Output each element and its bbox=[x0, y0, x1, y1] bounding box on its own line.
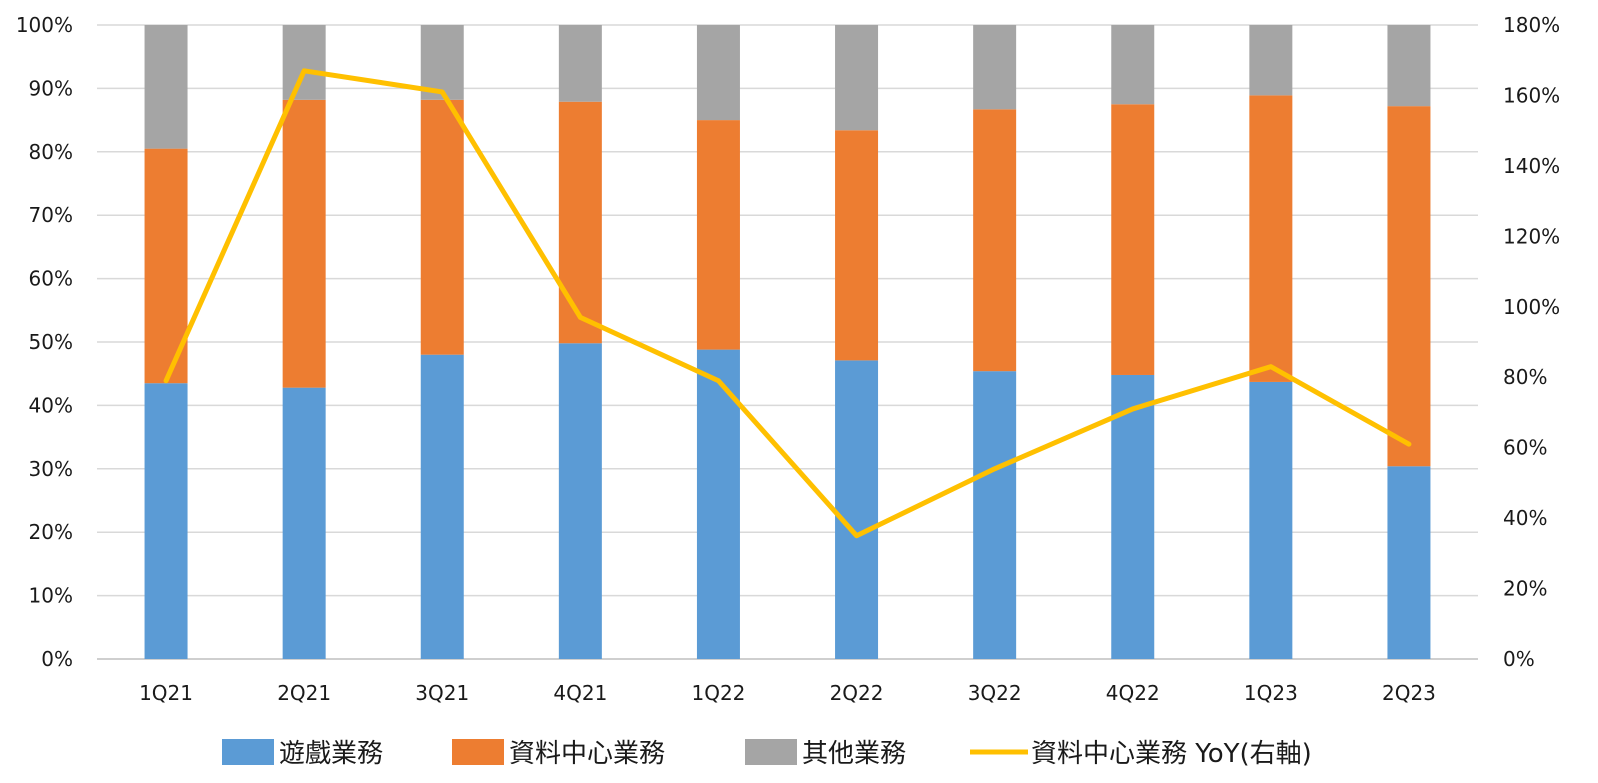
bar-segment bbox=[973, 109, 1017, 372]
y-left-tick-label: 70% bbox=[29, 203, 73, 227]
x-tick-label: 3Q21 bbox=[415, 681, 469, 705]
yoy-series-line bbox=[163, 68, 1412, 539]
y-right-tick-label: 20% bbox=[1503, 577, 1547, 601]
y-left-tick-label: 50% bbox=[29, 330, 73, 354]
x-tick-label: 1Q23 bbox=[1244, 681, 1298, 705]
x-tick-label: 1Q21 bbox=[139, 681, 193, 705]
legend-swatch bbox=[452, 739, 504, 765]
x-tick-label: 4Q21 bbox=[553, 681, 607, 705]
bar-segment bbox=[1111, 374, 1155, 659]
bar-segment bbox=[558, 25, 602, 102]
bar-segment bbox=[1387, 106, 1431, 467]
y-right-tick-label: 120% bbox=[1503, 224, 1560, 248]
y-right-tick-label: 40% bbox=[1503, 506, 1547, 530]
bar-segment bbox=[696, 120, 740, 350]
bar-segment bbox=[1387, 466, 1431, 659]
bar-segment bbox=[973, 371, 1017, 659]
bar-segment bbox=[1249, 381, 1293, 659]
y-right-tick-label: 60% bbox=[1503, 436, 1547, 460]
bar-segment bbox=[144, 383, 188, 659]
y-right-tick-label: 160% bbox=[1503, 83, 1560, 107]
bar-segment bbox=[1249, 95, 1293, 382]
y-right-tick-label: 140% bbox=[1503, 154, 1560, 178]
bar-segment bbox=[282, 99, 326, 388]
legend-label: 資料中心業務 YoY(右軸) bbox=[1031, 739, 1312, 769]
y-right-tick-label: 180% bbox=[1503, 13, 1560, 37]
y-left-tick-label: 10% bbox=[29, 584, 73, 608]
y-left-tick-label: 0% bbox=[41, 647, 73, 671]
bar-segment bbox=[1387, 25, 1431, 107]
x-tick-label: 1Q22 bbox=[691, 681, 745, 705]
bar-segment bbox=[1249, 25, 1293, 96]
y-left-tick-label: 100% bbox=[16, 13, 73, 37]
y-left-tick-label: 30% bbox=[29, 457, 73, 481]
y-right-tick-label: 80% bbox=[1503, 365, 1547, 389]
bar-segment bbox=[1111, 104, 1155, 375]
x-tick-label: 2Q22 bbox=[830, 681, 884, 705]
axes: 0% 10% 20% 30% 40% 50% 60% 70% 80% 90% 100% 0% 20% 40… bbox=[16, 13, 1560, 705]
bar-segment bbox=[835, 360, 879, 659]
bar-segment bbox=[835, 25, 879, 131]
gridlines bbox=[97, 24, 1478, 660]
bar-segment bbox=[558, 343, 602, 659]
yoy-line bbox=[163, 68, 1412, 539]
bar-segment bbox=[144, 25, 188, 149]
bars bbox=[144, 25, 1431, 659]
y-right-tick-label: 100% bbox=[1503, 295, 1560, 319]
bar-segment bbox=[973, 25, 1017, 110]
y-left-tick-label: 80% bbox=[29, 140, 73, 164]
legend-swatch bbox=[222, 739, 274, 765]
x-tick-label: 2Q21 bbox=[277, 681, 331, 705]
bar-segment bbox=[558, 101, 602, 344]
bar-segment bbox=[696, 349, 740, 659]
y-right-tick-label: 0% bbox=[1503, 647, 1535, 671]
legend-label: 其他業務 bbox=[802, 739, 906, 769]
bar-segment bbox=[420, 99, 464, 355]
legend-label: 遊戲業務 bbox=[279, 739, 383, 769]
bar-segment bbox=[696, 25, 740, 121]
bar-segment bbox=[282, 387, 326, 659]
bar-segment bbox=[1111, 25, 1155, 105]
legend-swatch bbox=[745, 739, 797, 765]
bar-segment bbox=[835, 130, 879, 361]
x-tick-label: 2Q23 bbox=[1382, 681, 1436, 705]
bar-segment bbox=[282, 25, 326, 100]
x-tick-label: 4Q22 bbox=[1106, 681, 1160, 705]
y-left-tick-label: 60% bbox=[29, 267, 73, 291]
legend: 遊戲業務 資料中心業務 其他業務 資料中心業務 YoY(右軸) bbox=[222, 739, 1312, 769]
legend-label: 資料中心業務 bbox=[509, 739, 665, 769]
y-left-tick-label: 20% bbox=[29, 520, 73, 544]
x-tick-label: 3Q22 bbox=[968, 681, 1022, 705]
bar-segment bbox=[420, 354, 464, 659]
y-left-tick-label: 40% bbox=[29, 393, 73, 417]
y-left-tick-label: 90% bbox=[29, 76, 73, 100]
